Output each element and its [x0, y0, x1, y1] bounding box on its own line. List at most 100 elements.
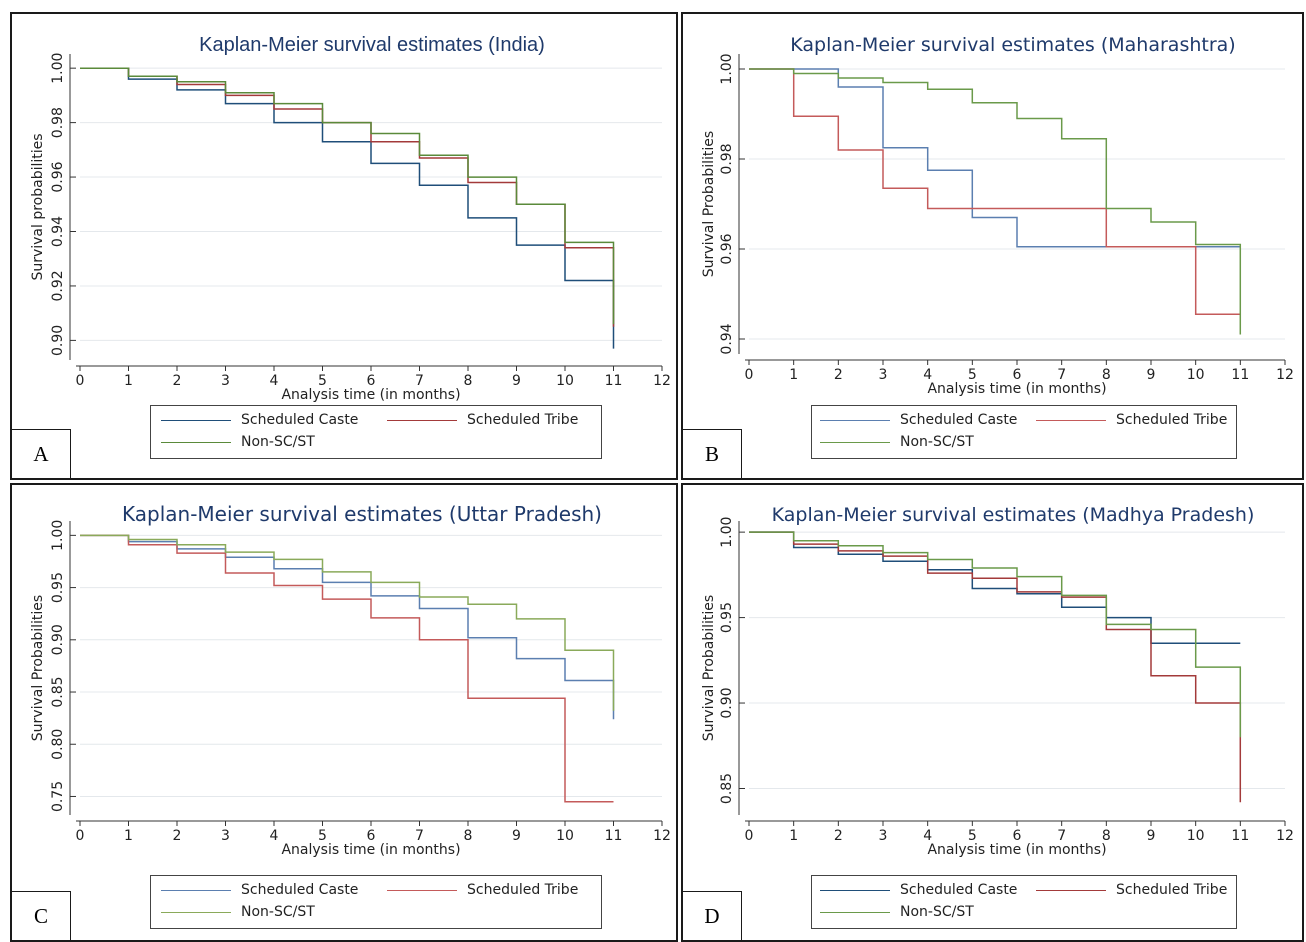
plot-area [749, 56, 1285, 352]
x-axis-label: Analysis time (in months) [927, 381, 1106, 397]
legend-label-scheduled-caste: Scheduled Caste [900, 412, 1018, 428]
chart-panel-d: Kaplan-Meier survival estimates (Madhya … [681, 483, 1304, 942]
y-axis-label: Survival Probabilities [30, 595, 46, 741]
legend-label-non-sc-st: Non-SC/ST [241, 434, 315, 450]
x-tick-label: 10 [1187, 828, 1205, 844]
legend-label-non-sc-st: Non-SC/ST [900, 904, 974, 920]
y-tick-label: 1.00 [719, 517, 735, 548]
x-tick-label: 8 [464, 373, 473, 389]
chart-b-svg: Kaplan-Meier survival estimates (Maharas… [701, 34, 1294, 397]
legend-swatch-non-sc-st [820, 911, 890, 913]
series-line-non-sc-st [749, 68, 1242, 335]
y-tick-label: 0.80 [50, 729, 66, 760]
x-tick-label: 1 [789, 367, 798, 383]
chart-title: Kaplan-Meier survival estimates (Maharas… [790, 34, 1235, 56]
legend-label-scheduled-caste: Scheduled Caste [241, 412, 359, 428]
x-axis-label: Analysis time (in months) [927, 842, 1106, 858]
y-tick-label: 0.96 [719, 233, 735, 264]
legend-label-scheduled-caste: Scheduled Caste [241, 882, 359, 898]
x-tick-label: 0 [76, 828, 85, 844]
x-tick-label: 0 [76, 373, 85, 389]
x-tick-label: 9 [1147, 367, 1156, 383]
legend-label-scheduled-tribe: Scheduled Tribe [467, 412, 579, 428]
legend-swatch-non-sc-st [161, 911, 231, 913]
legend-swatch-scheduled-tribe [1036, 419, 1106, 421]
x-tick-label: 10 [556, 373, 574, 389]
x-tick-label: 2 [834, 367, 843, 383]
x-tick-label: 11 [605, 828, 623, 844]
x-tick-label: 11 [1231, 828, 1249, 844]
series-line-non-sc-st [749, 531, 1242, 738]
y-tick-label: 0.94 [50, 216, 66, 247]
x-tick-label: 5 [968, 828, 977, 844]
x-tick-label: 8 [1102, 828, 1111, 844]
x-tick-label: 6 [367, 373, 376, 389]
legend-label-scheduled-tribe: Scheduled Tribe [1116, 882, 1228, 898]
x-tick-label: 4 [270, 828, 279, 844]
x-tick-label: 1 [124, 828, 133, 844]
x-tick-label: 7 [1057, 367, 1066, 383]
x-tick-label: 11 [605, 373, 623, 389]
x-tick-label: 12 [1276, 828, 1294, 844]
y-tick-label: 0.75 [50, 781, 66, 812]
x-tick-label: 12 [653, 828, 671, 844]
chart-a-svg: Kaplan-Meier survival estimates (India) 0… [30, 34, 671, 403]
x-tick-label: 7 [415, 828, 424, 844]
x-tick-label: 11 [1231, 367, 1249, 383]
legend-label-scheduled-tribe: Scheduled Tribe [1116, 412, 1228, 428]
legend-swatch-scheduled-tribe [1036, 889, 1106, 891]
x-axis-label: Analysis time (in months) [281, 842, 460, 858]
series-line-non-sc-st [80, 534, 615, 711]
legend-label-non-sc-st: Non-SC/ST [900, 434, 974, 450]
x-tick-label: 8 [464, 828, 473, 844]
chart-title: Kaplan-Meier survival estimates (Uttar P… [122, 502, 602, 526]
series-line-scheduled-tribe [80, 534, 614, 803]
y-tick-label: 0.94 [719, 323, 735, 354]
legend-c: Scheduled Caste Scheduled Tribe Non-SC/S… [150, 875, 602, 929]
x-tick-label: 5 [318, 828, 327, 844]
x-tick-label: 4 [923, 828, 932, 844]
plot-area [749, 523, 1285, 813]
y-tick-label: 0.90 [50, 624, 66, 655]
x-tick-label: 2 [173, 828, 182, 844]
x-tick-label: 12 [1276, 367, 1294, 383]
chart-d-svg: Kaplan-Meier survival estimates (Madhya … [701, 504, 1294, 858]
x-axis-label: Analysis time (in months) [281, 387, 460, 403]
x-tick-label: 7 [415, 373, 424, 389]
y-tick-label: 0.98 [719, 143, 735, 174]
y-axis-label: Survival probabilities [30, 133, 46, 280]
legend-swatch-scheduled-caste [820, 419, 890, 421]
x-tick-label: 3 [879, 828, 888, 844]
x-tick-label: 6 [1013, 367, 1022, 383]
x-tick-label: 5 [318, 373, 327, 389]
x-tick-label: 6 [367, 828, 376, 844]
panel-label-a: A [12, 429, 71, 478]
plot-area [80, 523, 662, 813]
legend-swatch-scheduled-tribe [387, 419, 457, 421]
panel-label-c: C [12, 891, 71, 940]
x-tick-label: 9 [1147, 828, 1156, 844]
x-tick-label: 2 [173, 373, 182, 389]
x-tick-label: 9 [512, 373, 521, 389]
x-tick-label: 1 [124, 373, 133, 389]
y-tick-label: 1.00 [50, 53, 66, 84]
legend-b: Scheduled Caste Scheduled Tribe Non-SC/S… [811, 405, 1237, 459]
y-tick-label: 0.90 [719, 687, 735, 718]
chart-panel-a: Kaplan-Meier survival estimates (India) 0… [10, 12, 678, 480]
x-tick-label: 10 [556, 828, 574, 844]
y-tick-label: 0.90 [50, 325, 66, 356]
legend-label-scheduled-caste: Scheduled Caste [900, 882, 1018, 898]
x-tick-label: 0 [745, 828, 754, 844]
legend-swatch-scheduled-caste [820, 889, 890, 891]
panel-label-d: D [683, 891, 742, 940]
y-tick-label: 0.98 [50, 107, 66, 138]
chart-title: Kaplan-Meier survival estimates (India) [199, 34, 545, 56]
x-tick-label: 10 [1187, 367, 1205, 383]
legend-swatch-scheduled-caste [161, 419, 231, 421]
y-axis-label: Survival Probabilities [701, 595, 717, 741]
x-tick-label: 3 [221, 828, 230, 844]
legend-label-non-sc-st: Non-SC/ST [241, 904, 315, 920]
chart-c-svg: Kaplan-Meier survival estimates (Uttar P… [30, 502, 671, 858]
legend-swatch-scheduled-tribe [387, 889, 457, 891]
legend-swatch-non-sc-st [820, 441, 890, 443]
